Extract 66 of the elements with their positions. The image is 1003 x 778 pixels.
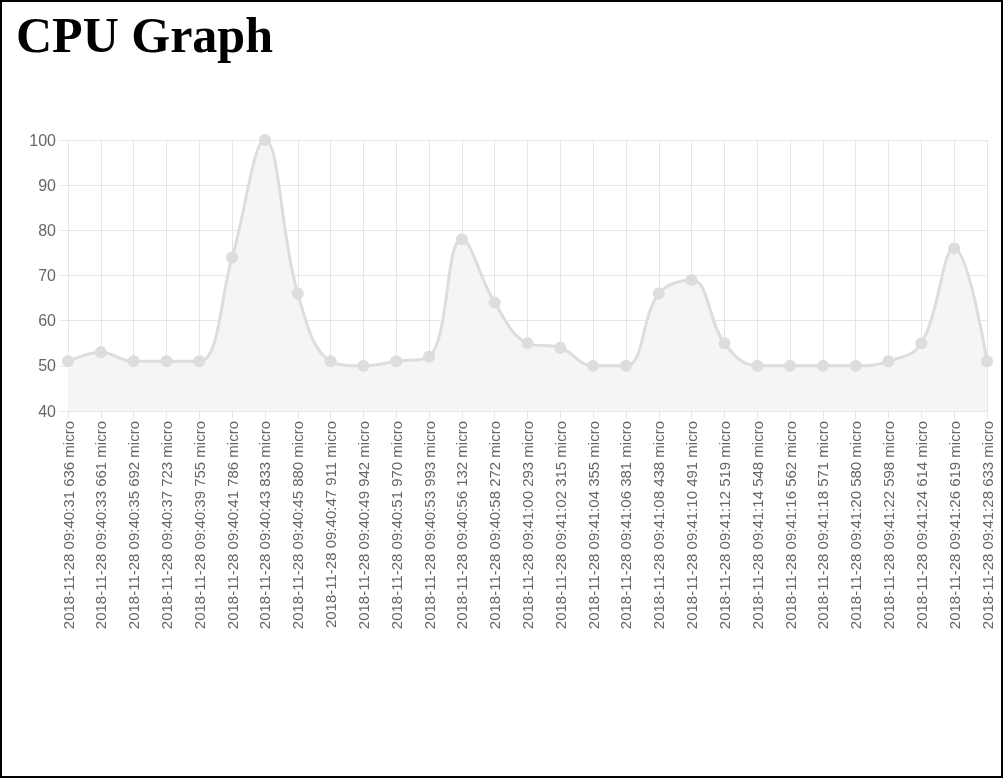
- point: [849, 359, 862, 372]
- point: [390, 355, 403, 368]
- x-tick-label: 2018-11-28 09:41:22 598 micro: [880, 421, 898, 630]
- y-tick-label: 80: [38, 221, 57, 239]
- x-tick-label: 2018-11-28 09:40:47 911 micro: [322, 421, 340, 629]
- y-tick-label: 90: [38, 176, 57, 194]
- y-tick-label: 100: [29, 131, 57, 149]
- x-tick-label: 2018-11-28 09:40:49 942 micro: [354, 421, 372, 630]
- point: [784, 359, 797, 372]
- point: [226, 251, 239, 264]
- point: [587, 359, 600, 372]
- point: [751, 359, 764, 372]
- x-tick-label: 2018-11-28 09:41:28 633 micro: [978, 421, 996, 630]
- point: [882, 355, 895, 368]
- x-tick-label: 2018-11-28 09:41:26 619 micro: [945, 421, 963, 630]
- x-tick-label: 2018-11-28 09:40:41 786 micro: [223, 421, 241, 630]
- x-tick-label: 2018-11-28 09:41:04 355 micro: [584, 421, 602, 630]
- x-tick-label: 2018-11-28 09:41:08 438 micro: [650, 421, 668, 630]
- x-tick-label: 2018-11-28 09:40:37 723 micro: [157, 421, 175, 630]
- y-tick-label: 70: [38, 267, 57, 284]
- x-tick-label: 2018-11-28 09:40:31 636 micro: [59, 421, 77, 630]
- x-tick-label: 2018-11-28 09:40:53 993 micro: [420, 421, 438, 630]
- x-tick-label: 2018-11-28 09:40:33 661 micro: [92, 421, 110, 630]
- y-tick-label: 60: [38, 312, 57, 330]
- x-tick-label: 2018-11-28 09:41:06 381 micro: [617, 421, 635, 630]
- point: [324, 355, 337, 368]
- point: [423, 350, 436, 363]
- point: [915, 337, 928, 350]
- x-tick-label: 2018-11-28 09:41:14 548 micro: [748, 421, 766, 630]
- y-tick-label: 40: [38, 402, 57, 420]
- x-tick-label: 2018-11-28 09:41:12 519 micro: [715, 421, 733, 630]
- point: [455, 233, 468, 246]
- point: [258, 134, 271, 146]
- x-tick-label: 2018-11-28 09:41:16 562 micro: [781, 421, 799, 630]
- point: [619, 359, 632, 372]
- x-tick-label: 2018-11-28 09:40:35 692 micro: [125, 421, 143, 630]
- point: [160, 355, 173, 368]
- x-tick-label: 2018-11-28 09:41:02 315 micro: [551, 421, 569, 630]
- chart-title: CPU Graph: [16, 6, 273, 64]
- point: [554, 341, 567, 354]
- x-tick-label: 2018-11-28 09:41:10 491 micro: [683, 421, 701, 630]
- x-tick-label: 2018-11-28 09:40:45 880 micro: [289, 421, 307, 630]
- x-tick-label: 2018-11-28 09:41:24 614 micro: [912, 421, 930, 630]
- x-tick-label: 2018-11-28 09:40:39 755 micro: [190, 421, 208, 630]
- point: [291, 287, 304, 300]
- x-tick-label: 2018-11-28 09:41:00 293 micro: [519, 421, 536, 630]
- point: [488, 296, 501, 309]
- point: [981, 355, 993, 368]
- point: [948, 242, 961, 255]
- point: [127, 355, 140, 368]
- x-tick-label: 2018-11-28 09:40:58 272 micro: [486, 421, 504, 630]
- point: [357, 359, 370, 372]
- point: [652, 287, 665, 300]
- point: [94, 346, 107, 359]
- point: [718, 337, 731, 350]
- x-tick-label: 2018-11-28 09:40:51 970 micro: [387, 421, 405, 630]
- x-tick-label: 2018-11-28 09:40:43 833 micro: [256, 421, 274, 630]
- point: [521, 337, 534, 350]
- y-tick-label: 50: [38, 357, 57, 375]
- x-tick-label: 2018-11-28 09:41:18 571 micro: [814, 421, 832, 630]
- point: [816, 359, 829, 372]
- x-tick-label: 2018-11-28 09:41:20 580 micro: [847, 421, 865, 630]
- point: [193, 355, 206, 368]
- point: [685, 274, 698, 287]
- point: [62, 355, 74, 368]
- x-tick-label: 2018-11-28 09:40:56 132 micro: [453, 421, 471, 630]
